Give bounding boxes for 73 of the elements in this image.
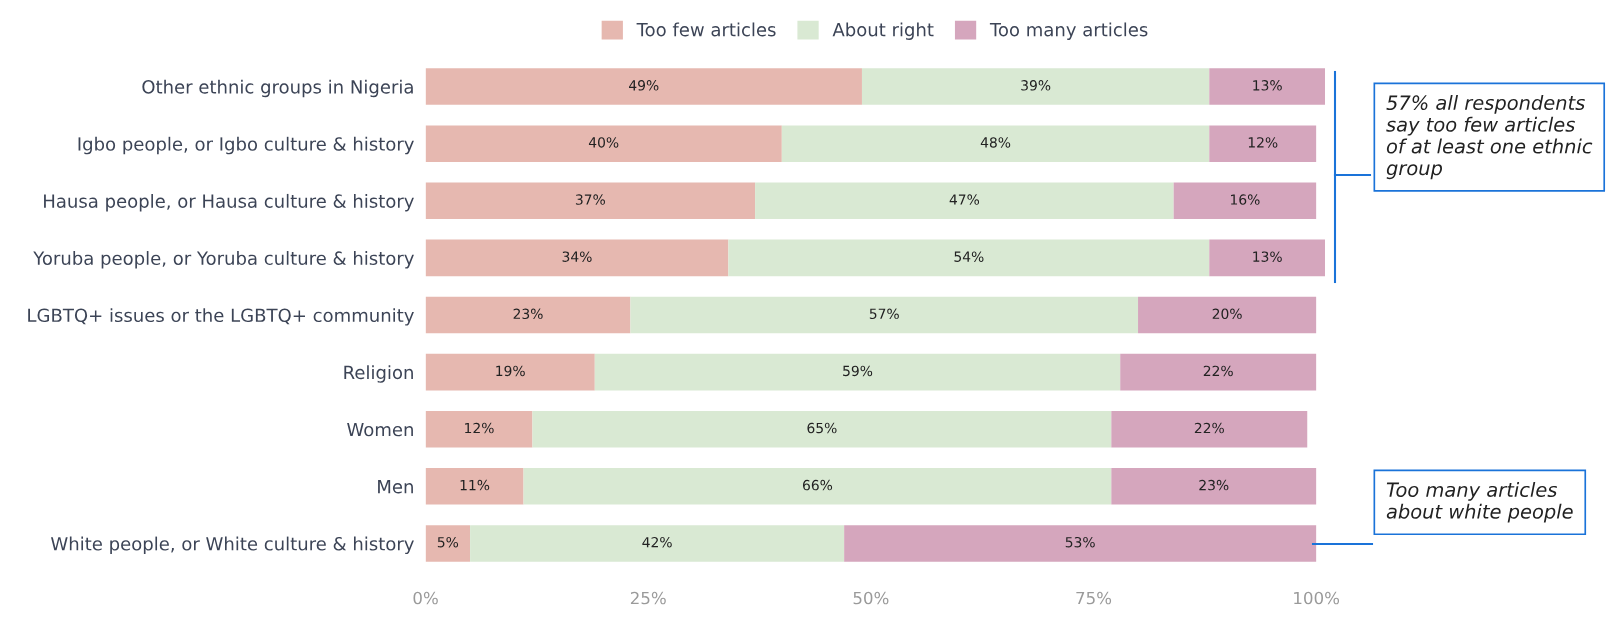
data-label: 48% bbox=[980, 137, 1011, 148]
data-label: 39% bbox=[1021, 80, 1051, 91]
bar bbox=[781, 125, 1210, 162]
data-label: 20% bbox=[1212, 308, 1242, 320]
text: 57% all respondents say too few articles of at least one ethnic group bbox=[1386, 95, 1593, 180]
bar bbox=[425, 353, 595, 391]
data-label: 5% bbox=[437, 536, 459, 548]
bar bbox=[1111, 468, 1317, 505]
bar bbox=[425, 125, 782, 162]
data-label: 13% bbox=[1253, 251, 1282, 262]
bar bbox=[523, 468, 1112, 505]
y-tick-label: Igbo people, or Igbo culture & history bbox=[78, 136, 414, 155]
bar bbox=[425, 182, 756, 220]
y-tick-label: LGBTQ+ issues or the LGBTQ+ community bbox=[28, 308, 414, 326]
data-label: 42% bbox=[642, 536, 672, 548]
data-label: 57% bbox=[869, 308, 899, 320]
y-tick-label: Other ethnic groups in Nigeria bbox=[142, 79, 413, 98]
data-label: 13% bbox=[1253, 80, 1282, 91]
bar bbox=[728, 239, 1210, 277]
data-label: 53% bbox=[1065, 536, 1095, 548]
data-label: 40% bbox=[588, 137, 619, 148]
bar bbox=[1120, 353, 1317, 391]
bar bbox=[532, 410, 1112, 448]
y-tick-label: White people, or White culture & history bbox=[51, 536, 414, 555]
data-label: 23% bbox=[513, 308, 543, 320]
bar bbox=[425, 525, 471, 562]
bar bbox=[1209, 68, 1326, 105]
data-label: 54% bbox=[954, 251, 984, 262]
bar bbox=[425, 239, 729, 277]
bar bbox=[594, 353, 1121, 391]
y-tick-label: Men bbox=[378, 480, 413, 494]
data-label: 47% bbox=[949, 194, 980, 205]
legend-label: About right bbox=[832, 22, 934, 40]
data-label: 16% bbox=[1231, 194, 1260, 205]
x-tick-label: 75% bbox=[1076, 591, 1112, 605]
bar bbox=[425, 468, 524, 505]
x-tick-label: 25% bbox=[630, 591, 666, 605]
data-label: 12% bbox=[1248, 137, 1278, 148]
legend-label: Too many articles bbox=[989, 22, 1148, 40]
data-label: 66% bbox=[802, 479, 833, 491]
bar bbox=[1173, 182, 1317, 220]
y-tick-label: Religion bbox=[344, 365, 413, 383]
data-label: 12% bbox=[465, 422, 494, 434]
bar bbox=[1209, 239, 1326, 277]
bar bbox=[630, 296, 1139, 334]
legend-label: Too few articles bbox=[636, 22, 776, 37]
data-label: 19% bbox=[496, 365, 525, 377]
bar bbox=[425, 68, 862, 105]
data-label: 23% bbox=[1199, 479, 1229, 491]
data-label: 65% bbox=[807, 422, 837, 434]
x-tick-label: 50% bbox=[853, 591, 889, 605]
bar bbox=[844, 525, 1317, 562]
bar bbox=[425, 410, 533, 448]
bar bbox=[1111, 410, 1308, 448]
y-tick-label: Women bbox=[347, 422, 413, 437]
data-label: 22% bbox=[1194, 422, 1224, 434]
text: Too many articles about white people bbox=[1386, 482, 1573, 523]
bar bbox=[861, 68, 1210, 105]
x-tick-label: 0% bbox=[413, 591, 438, 605]
y-tick-label: Hausa people, or Hausa culture & history bbox=[44, 193, 414, 212]
x-tick-label: 100% bbox=[1294, 591, 1340, 605]
bar bbox=[1138, 296, 1317, 334]
bar bbox=[425, 296, 631, 334]
y-tick-label: Yoruba people, or Yoruba culture & history bbox=[33, 251, 414, 269]
data-label: 34% bbox=[562, 251, 592, 262]
data-label: 49% bbox=[629, 80, 659, 91]
data-label: 22% bbox=[1203, 365, 1233, 377]
data-label: 11% bbox=[460, 479, 490, 491]
data-label: 59% bbox=[843, 365, 873, 377]
bar bbox=[1209, 125, 1317, 162]
bar bbox=[470, 525, 845, 562]
data-label: 37% bbox=[575, 194, 605, 205]
bar bbox=[755, 182, 1174, 220]
